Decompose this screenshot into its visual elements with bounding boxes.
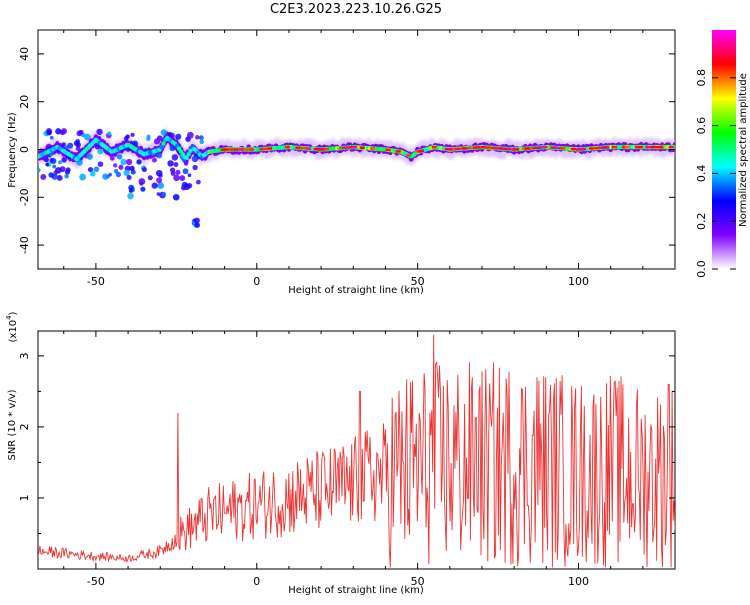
spectrogram-core xyxy=(38,135,675,162)
snr-panel: -50 0 50 100 1 2 3 Height of straight line (k… xyxy=(5,311,676,596)
x-tick-label: 50 xyxy=(411,575,425,588)
y-tick-label: 1 xyxy=(18,494,31,501)
snr-x-ticks: -50 0 50 100 xyxy=(63,331,676,588)
snr-x-label: Height of straight line (km) xyxy=(288,585,424,596)
spectrogram-y-label: Frequency (Hz) xyxy=(7,112,18,188)
y-tick-label: 2 xyxy=(18,423,31,430)
y-tick-label: 40 xyxy=(18,47,31,61)
spectrogram-image xyxy=(38,127,675,228)
x-tick-label: 100 xyxy=(568,575,589,588)
x-tick-label: 100 xyxy=(568,275,589,288)
colorbar-ticks: 0.0 0.2 0.4 0.6 0.8 xyxy=(695,69,736,278)
x-tick-label: 0 xyxy=(253,275,260,288)
y-tick-label: 0 xyxy=(18,146,31,153)
spectrogram-x-label: Height of straight line (km) xyxy=(288,285,424,296)
x-tick-label: 0 xyxy=(253,575,260,588)
colorbar-tick-label: 0.0 xyxy=(695,260,708,278)
snr-series-line xyxy=(38,334,675,568)
y-tick-label: -40 xyxy=(18,236,31,254)
snr-y-ticks: 1 2 3 xyxy=(18,352,675,534)
colorbar-tick-label: 0.8 xyxy=(695,69,708,87)
x-tick-label: -50 xyxy=(87,575,105,588)
spectrogram-x-ticks: -50 0 50 100 xyxy=(63,30,676,288)
colorbar-gradient xyxy=(712,30,736,269)
snr-y-multiplier: (x104) xyxy=(5,311,19,342)
colorbar: 0.0 0.2 0.4 0.6 0.8 Normalized spectral ampl… xyxy=(695,30,749,278)
figure-title: C2E3.2023.223.10.26.G25 xyxy=(270,2,442,17)
y-tick-label: 3 xyxy=(18,352,31,359)
y-tick-label: 20 xyxy=(18,95,31,109)
colorbar-tick-label: 0.4 xyxy=(695,165,708,183)
colorbar-label: Normalized spectral amplitude xyxy=(738,73,749,227)
spectrogram-y-ticks: -40 -20 0 20 40 xyxy=(18,47,675,254)
colorbar-tick-label: 0.2 xyxy=(695,212,708,230)
colorbar-tick-label: 0.6 xyxy=(695,117,708,135)
x-tick-label: -50 xyxy=(87,275,105,288)
snr-y-label: SNR (10 * v/v) xyxy=(7,389,18,460)
y-tick-label: -20 xyxy=(18,188,31,206)
spectrogram-panel: -50 0 50 100 -40 -20 0 20 40 Height of straight… xyxy=(7,29,676,296)
x-tick-label: 50 xyxy=(411,275,425,288)
